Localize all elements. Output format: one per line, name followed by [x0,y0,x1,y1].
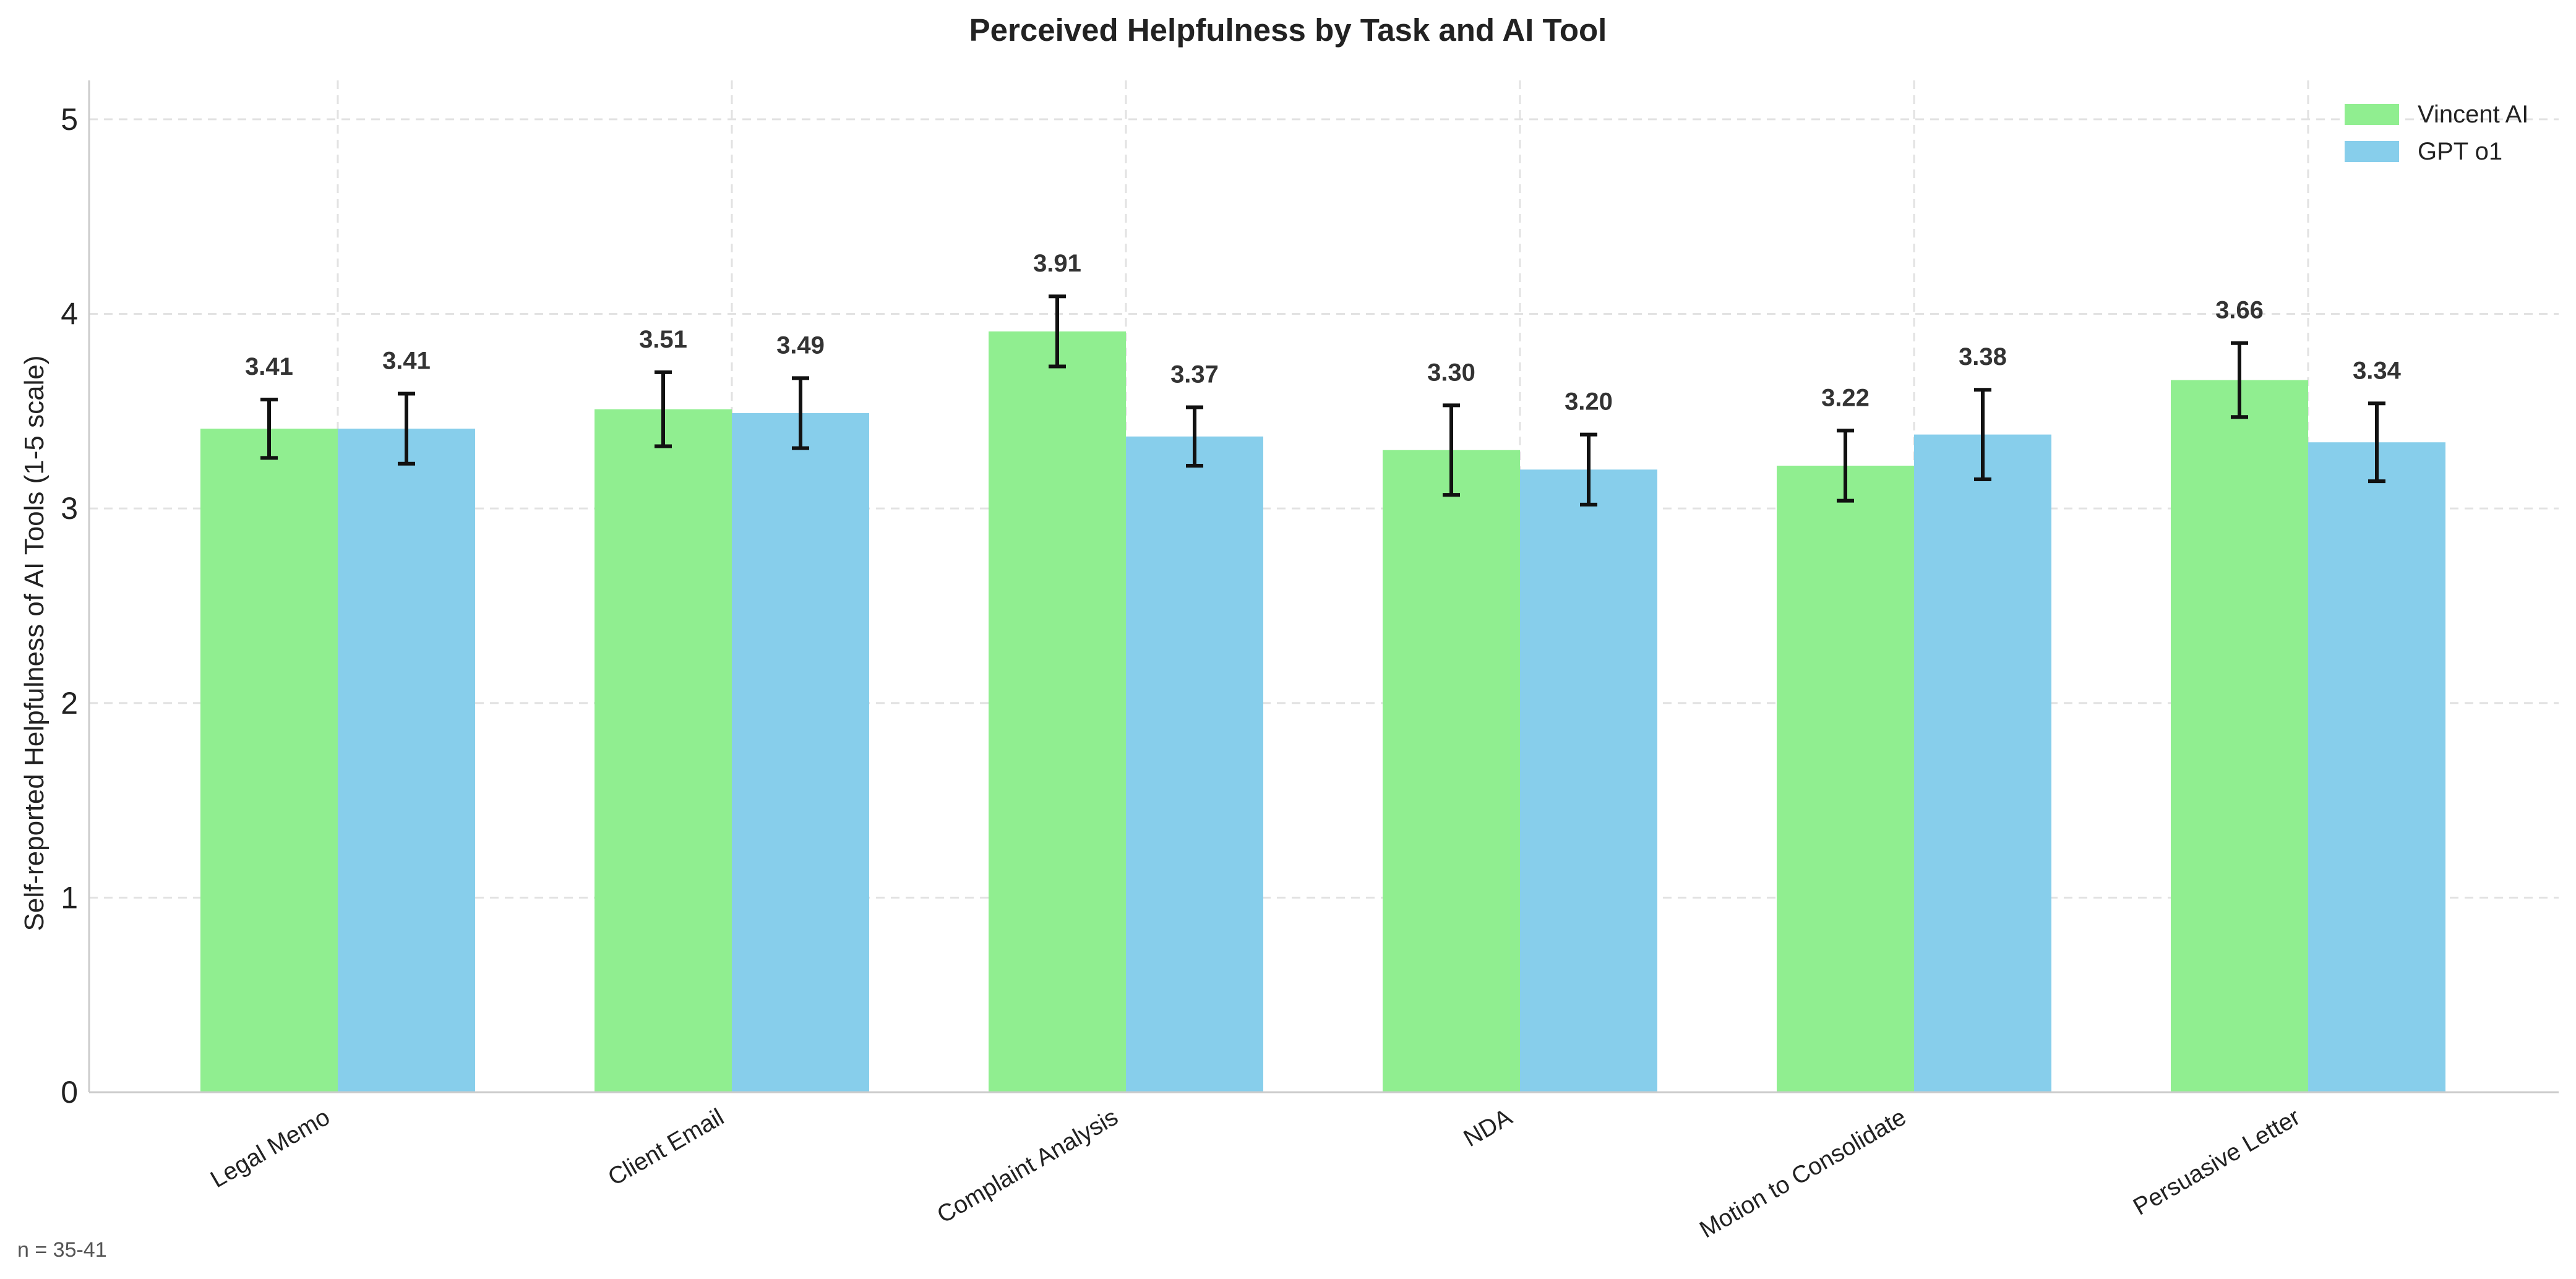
data-label: 3.41 [382,348,431,375]
data-label: 3.34 [2353,357,2402,384]
legend-label: Vincent AI [2418,101,2528,128]
y-tick-label: 1 [61,880,78,915]
bar [1126,436,1263,1093]
x-tick-label: Motion to Consolidate [1695,1104,1910,1244]
bar [338,429,475,1092]
sample-size-note: n = 35-41 [17,1238,107,1262]
bar [200,429,338,1092]
x-tick-label: Legal Memo [206,1104,334,1194]
bars: 3.41 3.51 3.91 3.30 3.22 3.66 3.41 3.49 3.37 3.20… [200,250,2445,1093]
data-label: 3.91 [1033,250,1081,277]
bar [989,331,1126,1093]
chart-title: Perceived Helpfulness by Task and AI Too… [969,12,1607,48]
x-tick-label: NDA [1459,1104,1517,1152]
bar [1777,465,1914,1092]
data-label: 3.49 [776,332,825,359]
bar [595,409,732,1093]
bar [1914,434,2051,1092]
legend-label: GPT o1 [2418,138,2502,165]
y-axis-label: Self-reported Helpfulness of AI Tools (1… [19,356,49,931]
data-label: 3.51 [639,326,687,353]
data-label: 3.20 [1565,388,1613,416]
bar [732,413,869,1092]
x-tick-label: Client Email [604,1104,729,1191]
data-label: 3.30 [1427,359,1475,386]
x-tick-label: Complaint Analysis [933,1104,1123,1229]
data-label: 3.38 [1959,343,2007,370]
data-label: 3.37 [1170,361,1219,388]
x-tick-label: Persuasive Letter [2129,1104,2304,1221]
bar [1383,450,1520,1092]
bar [2308,442,2445,1093]
bar [2171,380,2308,1092]
data-label: 3.41 [245,353,293,380]
y-tick-label: 5 [61,102,78,137]
data-label: 3.22 [1821,384,1870,411]
legend-swatch [2345,104,2399,125]
data-label: 3.66 [2215,297,2264,324]
y-tick-label: 2 [61,686,78,721]
bar [1520,469,1657,1092]
y-tick-label: 0 [61,1075,78,1110]
axes [88,80,2559,1093]
y-tick-label: 3 [61,491,78,526]
legend: Vincent AI GPT o1 [2345,101,2528,165]
legend-swatch [2345,141,2399,162]
y-tick-label: 4 [61,297,78,332]
